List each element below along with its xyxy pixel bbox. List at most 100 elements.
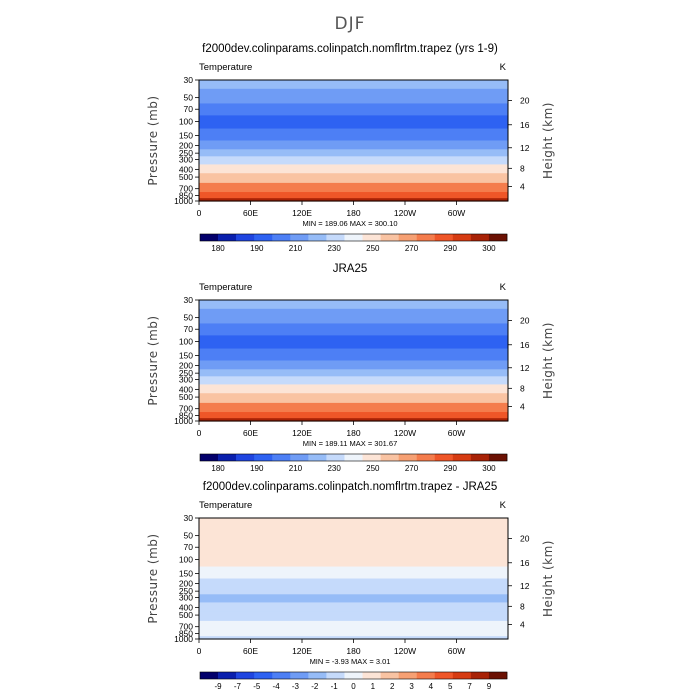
panels: f2000dev.colinparams.colinpatch.nomflrtm… <box>146 43 555 691</box>
y-tick-label: 400 <box>179 384 193 394</box>
y-tick-label: 500 <box>179 172 193 182</box>
colorbar-swatch <box>326 672 345 679</box>
right-tick-label: 20 <box>520 534 530 544</box>
contour-band <box>199 198 508 202</box>
colorbar-swatch <box>344 672 363 679</box>
right-tick-label: 12 <box>520 143 530 153</box>
colorbar-swatch <box>290 234 309 241</box>
y-axis-label: Pressure (mb) <box>146 95 160 185</box>
right-tick-label: 4 <box>520 619 525 629</box>
colorbar-swatch <box>362 672 381 679</box>
colorbar-swatch <box>272 234 291 241</box>
y-axis-label-right: Height (km) <box>541 322 555 399</box>
y-tick-label: 300 <box>179 592 193 602</box>
colorbar-swatch <box>470 454 490 461</box>
contour-band <box>199 587 508 595</box>
colorbar-label: 290 <box>444 464 458 473</box>
colorbar-label: -4 <box>273 682 281 691</box>
panel-right-label: K <box>500 282 507 293</box>
colorbar-swatch <box>218 234 237 241</box>
x-tick-label: 120W <box>394 208 416 218</box>
colorbar-swatch <box>200 672 219 679</box>
colorbar-swatch <box>362 234 381 241</box>
panel-left-label: Temperature <box>199 282 252 293</box>
colorbar-label: 230 <box>327 464 341 473</box>
right-tick-label: 12 <box>520 363 530 373</box>
colorbar-swatch <box>434 454 454 461</box>
contour-band <box>199 173 508 184</box>
right-tick-label: 12 <box>520 581 530 591</box>
contour-band <box>199 376 508 386</box>
y-tick-label: 250 <box>179 586 193 596</box>
contour-band <box>199 308 508 325</box>
colorbar-swatch <box>290 454 309 461</box>
x-tick-label: 0 <box>197 646 202 656</box>
colorbar-swatch <box>452 234 472 241</box>
y-tick-label: 400 <box>179 602 193 612</box>
colorbar-label: 0 <box>351 682 356 691</box>
y-tick-label: 850 <box>179 628 193 638</box>
y-tick-label: 30 <box>184 513 194 523</box>
colorbar-swatch <box>380 454 399 461</box>
y-tick-label: 850 <box>179 190 193 200</box>
contour-band <box>199 553 508 568</box>
y-tick-label: 400 <box>179 164 193 174</box>
y-tick-label: 700 <box>179 184 193 194</box>
min-max-text: MIN = 189.06 MAX = 300.10 <box>302 219 397 228</box>
colorbar-swatch <box>488 234 508 241</box>
y-tick-label: 70 <box>184 542 194 552</box>
colorbar-frame <box>199 453 508 462</box>
colorbar-swatch <box>254 454 273 461</box>
panel-3: f2000dev.colinparams.colinpatch.nomflrtm… <box>146 481 555 691</box>
colorbar-swatch <box>290 672 309 679</box>
contour-band <box>199 636 508 640</box>
x-tick-label: 180 <box>346 428 360 438</box>
contour-band <box>199 103 508 116</box>
colorbar-swatch <box>344 234 363 241</box>
panel-left-label: Temperature <box>199 62 252 73</box>
right-tick-label: 20 <box>520 96 530 106</box>
colorbar-label: 1 <box>371 682 376 691</box>
contour-band <box>199 360 508 370</box>
contour-band <box>199 602 508 612</box>
colorbar-swatch <box>434 672 454 679</box>
contour-band <box>199 630 508 637</box>
colorbar-label: 7 <box>467 682 472 691</box>
x-tick-label: 120E <box>292 208 312 218</box>
colorbar-label: -1 <box>331 682 339 691</box>
y-tick-label: 700 <box>179 622 193 632</box>
right-tick-label: 16 <box>520 558 530 568</box>
colorbar-swatch <box>308 454 327 461</box>
contour-band <box>199 335 508 350</box>
contour-band <box>199 164 508 174</box>
contour-band <box>199 402 508 413</box>
y-tick-label: 70 <box>184 324 194 334</box>
y-tick-label: 30 <box>184 75 194 85</box>
colorbar-swatch <box>398 234 418 241</box>
contour-band <box>199 88 508 105</box>
colorbar-swatch <box>236 234 255 241</box>
y-tick-label: 150 <box>179 569 193 579</box>
colorbar-label: 190 <box>250 464 264 473</box>
y-axis-label: Pressure (mb) <box>146 315 160 405</box>
y-tick-label: 50 <box>184 93 194 103</box>
contour-band <box>199 526 508 543</box>
colorbar-swatch <box>362 454 381 461</box>
contour-band <box>199 566 508 580</box>
colorbar-frame <box>199 233 508 242</box>
colorbar-label: 190 <box>250 244 264 253</box>
contour-band <box>199 149 508 157</box>
colorbar-label: 290 <box>444 244 458 253</box>
colorbar-swatch <box>470 672 490 679</box>
x-tick-label: 0 <box>197 428 202 438</box>
colorbar-label: -5 <box>253 682 261 691</box>
x-tick-label: 60W <box>448 428 465 438</box>
contour-band <box>199 611 508 622</box>
panel-left-label: Temperature <box>199 500 252 511</box>
y-tick-label: 850 <box>179 410 193 420</box>
colorbar-swatch <box>398 672 418 679</box>
colorbar-label: 210 <box>289 464 303 473</box>
contour-band <box>199 578 508 588</box>
